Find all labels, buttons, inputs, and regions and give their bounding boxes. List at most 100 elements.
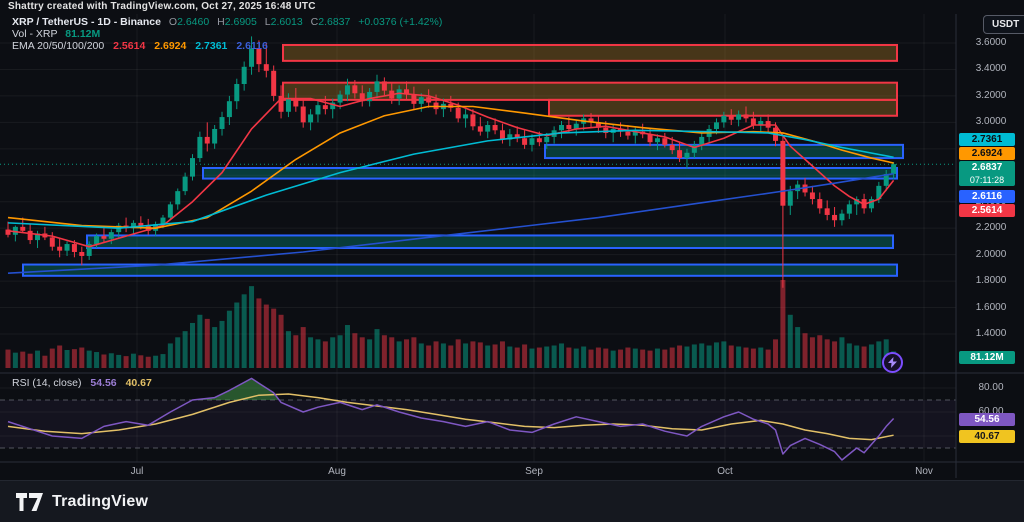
- volume-bar: [359, 337, 365, 368]
- price-tick-label: 3.2000: [975, 89, 1007, 101]
- rsi-legend-row[interactable]: RSI (14, close) 54.56 40.67: [12, 377, 152, 389]
- candle-body: [182, 176, 188, 192]
- volume-bar: [588, 349, 594, 368]
- volume-bar: [618, 349, 624, 368]
- supply-zone: [282, 43, 898, 62]
- volume-bar: [839, 337, 845, 368]
- volume-bar: [86, 350, 92, 368]
- ema50-value: 2.6924: [154, 40, 187, 52]
- candle-body: [101, 236, 107, 239]
- tradingview-logo-icon: [16, 492, 43, 511]
- volume-bar: [817, 335, 823, 368]
- volume-bar: [536, 347, 542, 368]
- volume-legend-row[interactable]: Vol - XRP 81.12M: [12, 28, 100, 40]
- candle-body: [263, 64, 269, 71]
- candle-body: [219, 117, 225, 129]
- volume-bar: [42, 355, 48, 368]
- price-axis-label: 2.6837 07:11:28: [959, 161, 1015, 186]
- volume-bar: [411, 337, 417, 368]
- candle-body: [522, 138, 528, 145]
- volume-bar: [204, 318, 210, 368]
- volume-bar: [249, 286, 255, 368]
- volume-bar: [57, 345, 63, 368]
- ema200-value: 2.6116: [236, 40, 268, 52]
- volume-bar: [440, 343, 446, 368]
- volume-bar: [64, 349, 70, 368]
- candle-body: [809, 192, 815, 200]
- candle-body: [883, 173, 889, 186]
- volume-bar: [861, 346, 867, 368]
- volume-bar: [116, 354, 122, 368]
- volume-bar: [35, 350, 41, 368]
- demand-zone: [22, 263, 898, 277]
- candle-body: [404, 89, 410, 95]
- candle-body: [241, 66, 247, 85]
- candle-body: [647, 134, 653, 143]
- volume-bar: [352, 333, 358, 368]
- volume-bar: [108, 353, 114, 368]
- month-label: Aug: [328, 466, 346, 477]
- volume-bar: [271, 308, 277, 368]
- volume-bar: [123, 356, 129, 368]
- candle-body: [138, 222, 144, 226]
- supply-zone: [548, 98, 898, 117]
- lightning-icon: [888, 357, 897, 368]
- volume-bar: [175, 337, 181, 368]
- candle-body: [12, 226, 18, 235]
- volume-bar: [647, 350, 653, 368]
- volume-bar: [94, 352, 100, 368]
- ema100-value: 2.7361: [195, 40, 228, 52]
- volume-bar: [522, 344, 528, 368]
- volume-bar: [79, 347, 85, 368]
- tradingview-logo[interactable]: TradingView: [16, 492, 148, 511]
- volume-bar: [876, 341, 882, 368]
- volume-bar: [529, 348, 535, 368]
- volume-bar: [544, 346, 550, 368]
- volume-bar: [190, 322, 195, 368]
- candle-body: [285, 98, 291, 112]
- price-axis-label: 2.7361: [959, 133, 1015, 146]
- candle-body: [337, 94, 343, 103]
- volume-bar: [559, 343, 564, 368]
- ema-legend-row[interactable]: EMA 20/50/100/200 2.5614 2.6924 2.7361 2…: [12, 40, 268, 52]
- candle-body: [713, 122, 719, 129]
- ema-20-line: [7, 92, 895, 248]
- volume-bar: [330, 337, 336, 368]
- candle-body: [780, 140, 786, 206]
- volume-bar: [300, 327, 306, 368]
- candle-body: [5, 229, 11, 235]
- candle-body: [27, 230, 33, 241]
- volume-bar: [485, 345, 491, 368]
- demand-zone: [202, 166, 898, 180]
- volume-bar: [182, 331, 188, 368]
- ema-100-line: [7, 129, 894, 229]
- rsi-ma-line: [7, 393, 894, 441]
- volume-bar: [219, 320, 225, 368]
- countdown-timer: 07:11:28: [969, 175, 1005, 185]
- candle-body: [632, 131, 638, 136]
- symbol-legend-row[interactable]: XRP / TetherUS - 1D - Binance O2.6460 H2…: [12, 16, 442, 28]
- volume-bar: [743, 347, 749, 368]
- volume-bar: [404, 339, 410, 368]
- volume-bar: [418, 343, 424, 368]
- volume-bar: [367, 339, 373, 368]
- volume-bar: [374, 329, 380, 368]
- lightning-button[interactable]: [882, 352, 903, 373]
- rsi-overbought-fill: [192, 378, 279, 400]
- candle-body: [190, 158, 195, 177]
- candle-body: [721, 115, 727, 123]
- symbol-title[interactable]: XRP / TetherUS - 1D - Binance: [12, 16, 161, 28]
- candle-body: [529, 138, 535, 145]
- candle-body: [507, 134, 513, 140]
- volume-bar: [677, 345, 683, 368]
- volume-bar: [691, 344, 697, 368]
- volume-bar: [256, 298, 262, 368]
- volume-bar: [758, 347, 764, 368]
- open-value: 2.6460: [177, 16, 210, 28]
- high-label: H: [217, 16, 225, 28]
- volume-bar: [499, 341, 505, 368]
- currency-toggle-button[interactable]: USDT: [983, 15, 1024, 34]
- price-axis-label: 2.5614: [959, 204, 1015, 217]
- volume-bar: [293, 335, 299, 368]
